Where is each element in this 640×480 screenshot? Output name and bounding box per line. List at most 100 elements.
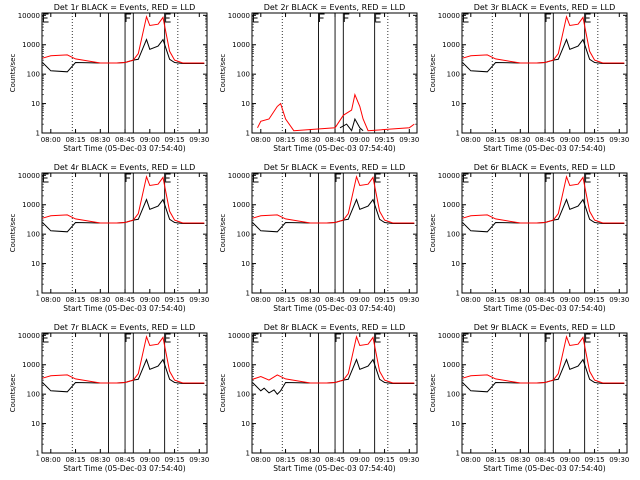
x-axis-label: Start Time (05-Dec-03 07:54:40) [273, 304, 395, 313]
flag-marker [585, 173, 591, 183]
y-tick-label: 10000 [438, 172, 460, 180]
x-tick-label: 09:00 [140, 456, 160, 464]
y-tick-label: 10000 [438, 12, 460, 20]
x-tick-label: 09:00 [140, 136, 160, 144]
plot-frame [251, 332, 418, 454]
x-axis-label: Start Time (05-Dec-03 07:54:40) [483, 144, 605, 153]
x-tick-label: 09:30 [399, 136, 419, 144]
x-tick-label: 08:00 [41, 136, 61, 144]
plot-frame [41, 332, 208, 454]
events-series-line [252, 358, 415, 395]
y-tick-label: 10000 [228, 332, 250, 340]
events-series-line [252, 198, 415, 233]
flag-marker [253, 333, 259, 343]
y-tick-label: 1000 [442, 361, 460, 369]
flag-marker [375, 13, 381, 23]
y-tick-label: 1 [36, 450, 40, 458]
y-tick-label: 100 [27, 71, 40, 79]
x-tick-label: 08:45 [115, 136, 135, 144]
y-tick-label: 1 [456, 290, 460, 298]
flag-marker [335, 333, 342, 342]
x-tick-label: 08:15 [65, 456, 85, 464]
events-series-line [42, 198, 205, 233]
x-tick-label: 08:30 [90, 296, 110, 304]
x-tick-label: 09:00 [140, 296, 160, 304]
flag-marker [253, 173, 259, 183]
plot-frame [251, 172, 418, 294]
panel-title: Det 9r BLACK = Events, RED = LLD [474, 323, 616, 332]
y-tick-label: 10 [31, 420, 40, 428]
x-tick-label: 09:00 [560, 456, 580, 464]
flag-marker [463, 333, 469, 343]
x-axis-label: Start Time (05-Dec-03 07:54:40) [63, 144, 185, 153]
y-tick-label: 1 [456, 450, 460, 458]
x-tick-label: 08:15 [485, 456, 505, 464]
flag-marker [125, 333, 132, 342]
y-axis-label: Counts/sec [9, 374, 17, 413]
y-tick-label: 10 [241, 100, 250, 108]
flag-marker [43, 173, 49, 183]
lld-series-line [462, 174, 625, 224]
x-tick-label: 08:30 [300, 296, 320, 304]
flag-marker [125, 173, 132, 182]
x-tick-label: 09:15 [374, 456, 394, 464]
x-tick-label: 09:30 [189, 296, 209, 304]
flag-marker [545, 333, 552, 342]
plot-frame [41, 12, 208, 134]
x-tick-label: 09:15 [584, 296, 604, 304]
x-tick-label: 08:15 [485, 296, 505, 304]
flag-marker [335, 173, 342, 182]
panel-title: Det 6r BLACK = Events, RED = LLD [474, 163, 616, 172]
x-axis-label: Start Time (05-Dec-03 07:54:40) [483, 464, 605, 473]
x-tick-label: 08:00 [251, 456, 271, 464]
events-series-line [42, 358, 205, 393]
lld-series-line [42, 174, 205, 224]
x-tick-label: 08:00 [461, 136, 481, 144]
events-series-line [339, 117, 364, 132]
panel-title: Det 5r BLACK = Events, RED = LLD [264, 163, 406, 172]
x-tick-label: 08:45 [325, 136, 345, 144]
x-tick-label: 08:15 [65, 136, 85, 144]
x-tick-label: 08:30 [510, 456, 530, 464]
x-tick-label: 09:30 [399, 296, 419, 304]
y-tick-label: 1 [36, 130, 40, 138]
x-tick-label: 08:45 [535, 136, 555, 144]
flag-marker [545, 13, 552, 22]
x-axis-label: Start Time (05-Dec-03 07:54:40) [63, 464, 185, 473]
x-tick-label: 08:15 [275, 456, 295, 464]
panel-title: Det 7r BLACK = Events, RED = LLD [54, 323, 196, 332]
panel-title: Det 4r BLACK = Events, RED = LLD [54, 163, 196, 172]
x-tick-label: 08:30 [510, 136, 530, 144]
y-axis-label: Counts/sec [429, 214, 437, 253]
y-tick-label: 1 [456, 130, 460, 138]
y-tick-label: 100 [27, 391, 40, 399]
y-tick-label: 1 [36, 290, 40, 298]
x-tick-label: 09:30 [609, 456, 629, 464]
lld-series-line [257, 93, 415, 132]
x-axis-label: Start Time (05-Dec-03 07:54:40) [273, 144, 395, 153]
y-tick-label: 1000 [22, 41, 40, 49]
x-tick-label: 08:30 [300, 136, 320, 144]
panel-title: Det 1r BLACK = Events, RED = LLD [54, 3, 196, 12]
panel-title: Det 3r BLACK = Events, RED = LLD [474, 3, 616, 12]
x-tick-label: 08:45 [115, 456, 135, 464]
lld-series-line [42, 334, 205, 384]
x-tick-label: 08:30 [90, 136, 110, 144]
y-tick-label: 10 [31, 260, 40, 268]
y-tick-label: 10000 [228, 12, 250, 20]
y-tick-label: 100 [447, 71, 460, 79]
flag-marker [585, 333, 591, 343]
x-tick-label: 09:30 [609, 296, 629, 304]
panel-7: Det 7r BLACK = Events, RED = LLD 1 10 100 10… [9, 323, 209, 473]
y-tick-label: 100 [27, 231, 40, 239]
x-tick-label: 08:00 [251, 296, 271, 304]
lld-series-line [462, 14, 625, 64]
lld-series-line [252, 334, 415, 384]
y-tick-label: 10 [241, 260, 250, 268]
x-tick-label: 09:15 [164, 296, 184, 304]
x-tick-label: 09:15 [584, 136, 604, 144]
y-tick-label: 10 [31, 100, 40, 108]
y-tick-label: 10 [451, 420, 460, 428]
panel-9: Det 9r BLACK = Events, RED = LLD 1 10 100 10… [429, 323, 629, 473]
y-tick-label: 100 [447, 391, 460, 399]
